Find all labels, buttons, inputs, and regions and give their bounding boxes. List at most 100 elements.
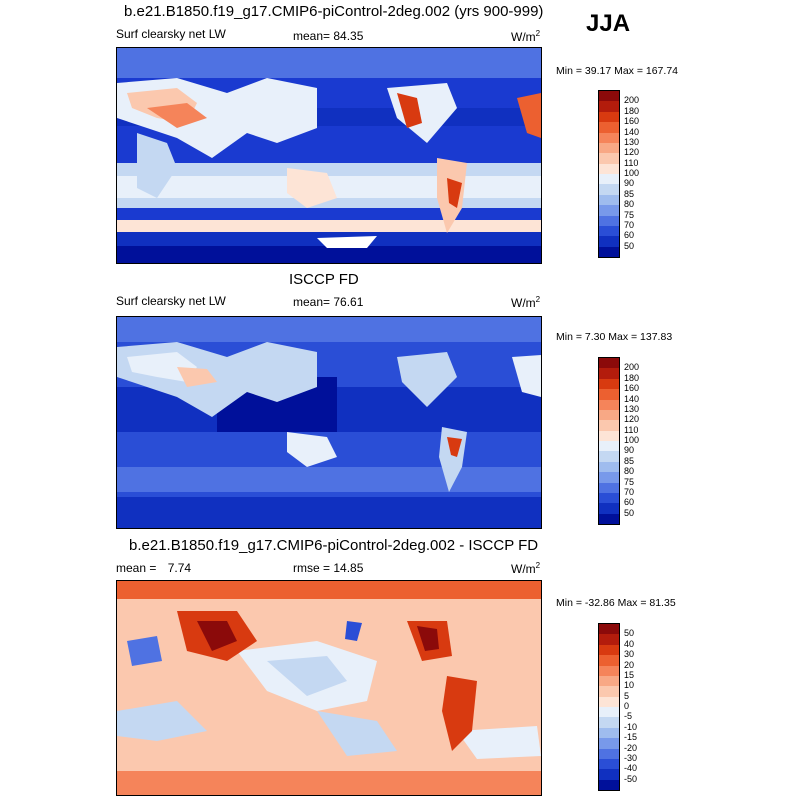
colorbar-segment (599, 246, 619, 257)
colorbar-tick-label: 20 (624, 659, 635, 670)
panel1-mean: mean= 84.35 (293, 29, 363, 43)
panel3-title: b.e21.B1850.f19_g17.CMIP6-piControl-2deg… (129, 537, 539, 554)
colorbar-tick-label: -40 (624, 763, 638, 774)
colorbar-tick-label: 90 (624, 445, 635, 456)
colorbar-tick-label: 70 (624, 486, 635, 497)
colorbar-segment (599, 225, 619, 237)
colorbar-tick-label: 120 (624, 147, 640, 158)
colorbar-tick-label: -50 (624, 773, 638, 784)
panel1-units-sup: 2 (535, 29, 541, 38)
colorbar-segment (599, 194, 619, 206)
panel1-min-max: Min = 39.17 Max = 167.74 (556, 65, 678, 77)
panel1-mean-label: mean= (293, 29, 331, 43)
colorbar-tick-label: 160 (624, 383, 640, 394)
colorbar-segment (599, 696, 619, 707)
colorbar-tick-label: 60 (624, 230, 635, 241)
colorbar-tick-label: 50 (624, 240, 635, 251)
panel3-min-max: Min = -32.86 Max = 81.35 (556, 597, 676, 609)
colorbar-tick-label: 100 (624, 435, 640, 445)
season-label: JJA (586, 10, 631, 37)
colorbar-segment (599, 758, 619, 770)
panel2-mean: mean= 76.61 (293, 295, 363, 309)
colorbar-tick-label: 180 (624, 105, 640, 116)
colorbar-segment (599, 174, 619, 185)
colorbar-segment (599, 378, 619, 390)
panel1-mean-value: 84.35 (333, 29, 364, 43)
colorbar-tick-label: 90 (624, 178, 635, 189)
panel2-mean-label: mean= (293, 295, 331, 309)
colorbar-tick-label: -5 (624, 711, 633, 722)
panel1-colorbar (598, 90, 620, 258)
colorbar-segment (599, 122, 619, 133)
colorbar-segment (599, 503, 619, 514)
panel3-map (116, 580, 542, 796)
colorbar-tick-label: 30 (624, 649, 635, 660)
panel2-units-text: W/m (511, 296, 536, 310)
colorbar-segment (599, 779, 619, 790)
panel2-variable-label: Surf clearsky net LW (116, 294, 226, 308)
panel2-min-max: Min = 7.30 Max = 137.83 (556, 331, 673, 343)
colorbar-tick-label: 110 (624, 157, 639, 168)
colorbar-segment (599, 215, 619, 226)
panel2-units-sup: 2 (535, 295, 541, 304)
colorbar-tick-label: 140 (624, 393, 640, 404)
colorbar-tick-label: 5 (624, 690, 630, 701)
colorbar-segment (599, 399, 619, 410)
panel1-variable-label: Surf clearsky net LW (116, 27, 226, 41)
colorbar-segment (599, 727, 619, 739)
colorbar-tick-label: 130 (624, 136, 640, 147)
colorbar-segment (599, 142, 619, 154)
colorbar-segment (599, 748, 619, 759)
colorbar-tick-label: 50 (624, 507, 635, 518)
panel3-units-text: W/m (511, 562, 536, 576)
colorbar-tick-label: 130 (624, 403, 640, 414)
colorbar-segment (599, 634, 619, 645)
colorbar-tick-label: 200 (624, 95, 640, 106)
colorbar-segment (599, 236, 619, 247)
colorbar-segment (599, 675, 619, 687)
colorbar-tick-label: 0 (624, 701, 630, 711)
colorbar-segment (599, 451, 619, 462)
colorbar-tick-label: 100 (624, 168, 640, 178)
colorbar-tick-label: 180 (624, 372, 640, 383)
panel3-units: W/m2 (511, 561, 540, 576)
colorbar-tick-label: 160 (624, 116, 640, 127)
colorbar-segment (599, 358, 619, 369)
panel2-colorbar (598, 357, 620, 525)
colorbar-tick-label: 200 (624, 362, 640, 373)
colorbar-tick-label: -20 (624, 742, 638, 753)
colorbar-segment (599, 472, 619, 483)
colorbar-segment (599, 644, 619, 656)
colorbar-segment (599, 409, 619, 421)
colorbar-segment (599, 205, 619, 216)
colorbar-segment (599, 184, 619, 195)
colorbar-segment (599, 111, 619, 123)
colorbar-segment (599, 368, 619, 379)
panel1-units: W/m2 (511, 29, 540, 44)
colorbar-segment (599, 132, 619, 143)
colorbar-segment (599, 492, 619, 504)
colorbar-segment (599, 655, 619, 666)
panel1-title: b.e21.B1850.f19_g17.CMIP6-piControl-2deg… (124, 3, 544, 20)
panel3-rmse-value: 14.85 (333, 561, 364, 575)
colorbar-segment (599, 769, 619, 780)
colorbar-tick-label: 40 (624, 638, 635, 649)
colorbar-tick-label: -10 (624, 721, 638, 732)
colorbar-segment (599, 513, 619, 524)
colorbar-tick-label: 50 (624, 628, 635, 639)
colorbar-tick-label: 120 (624, 414, 640, 425)
colorbar-segment (599, 420, 619, 431)
colorbar-segment (599, 686, 619, 697)
colorbar-tick-label: 140 (624, 126, 640, 137)
colorbar-segment (599, 101, 619, 112)
colorbar-tick-label: 75 (624, 209, 635, 220)
panel2-title: ISCCP FD (289, 271, 359, 288)
colorbar-tick-label: -30 (624, 752, 638, 763)
colorbar-segment (599, 163, 619, 174)
panel3-units-sup: 2 (535, 561, 541, 570)
colorbar-tick-label: -15 (624, 732, 638, 743)
colorbar-segment (599, 389, 619, 400)
colorbar-tick-label: 85 (624, 455, 635, 466)
colorbar-tick-label: 15 (624, 669, 635, 680)
colorbar-segment (599, 717, 619, 728)
